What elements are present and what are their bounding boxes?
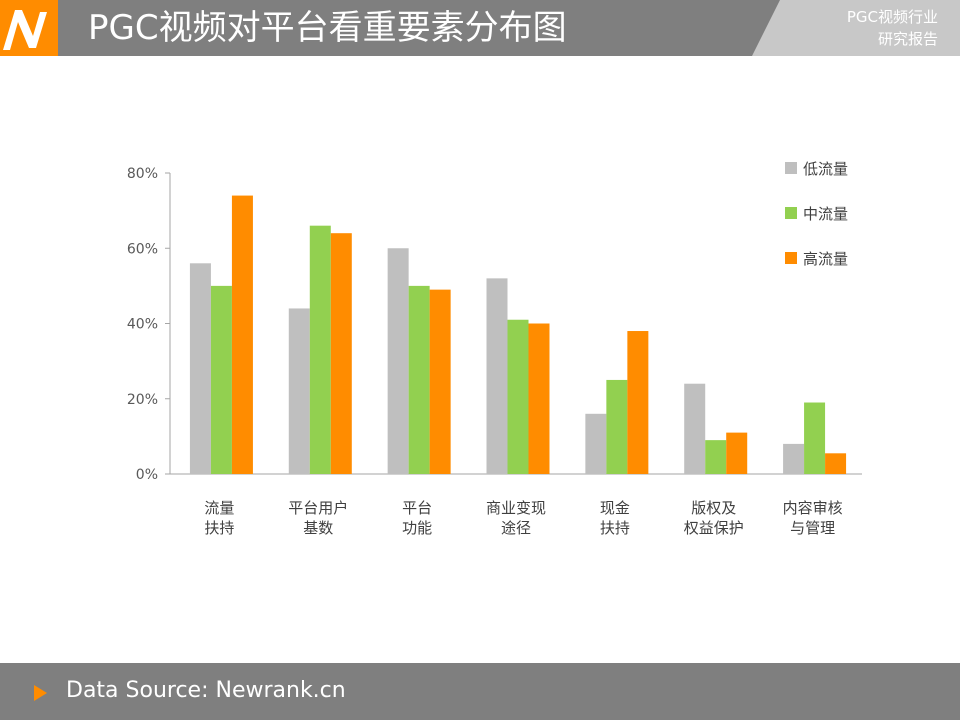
report-tag-text: PGC视频行业 研究报告 <box>847 6 938 50</box>
x-category-label: 扶持 <box>204 519 234 537</box>
bar <box>507 319 529 474</box>
report-tag-line1: PGC视频行业 <box>846 8 938 26</box>
x-category-label: 流量 <box>204 499 234 517</box>
legend-swatch <box>785 162 797 174</box>
bar <box>429 289 451 474</box>
legend-label: 中流量 <box>803 205 848 223</box>
bar <box>231 195 253 474</box>
bar <box>825 453 847 474</box>
report-tag-line2: 研究报告 <box>877 30 938 48</box>
bar <box>309 225 331 474</box>
legend-swatch <box>785 207 797 219</box>
bar <box>705 440 727 474</box>
y-tick-label: 20% <box>127 392 158 408</box>
bar <box>783 443 805 474</box>
x-category-label: 现金 <box>600 499 630 517</box>
bar <box>726 432 748 474</box>
bar <box>606 379 628 474</box>
bar <box>387 248 409 474</box>
footer-bar: Data Source: Newrank.cn <box>0 663 960 720</box>
play-triangle-icon <box>34 685 47 701</box>
y-tick-label: 60% <box>127 241 158 257</box>
bar <box>627 331 649 474</box>
legend-label: 高流量 <box>803 250 848 268</box>
legend-label: 低流量 <box>803 160 848 178</box>
report-tag: PGC视频行业 研究报告 <box>752 0 960 56</box>
bar <box>210 285 232 474</box>
x-category-label: 内容审核 <box>783 499 843 517</box>
x-category-label: 途径 <box>501 519 531 537</box>
y-tick-label: 80% <box>127 166 158 182</box>
bar <box>585 413 607 474</box>
x-category-label: 权益保护 <box>684 519 744 537</box>
bar <box>528 323 550 474</box>
bar <box>408 285 430 474</box>
bar <box>804 402 826 474</box>
page-title: PGC视频对平台看重要素分布图 <box>88 8 567 48</box>
x-category-label: 扶持 <box>600 519 630 537</box>
x-category-label: 与管理 <box>790 519 835 537</box>
header-bar: PGC视频对平台看重要素分布图 PGC视频行业 研究报告 <box>0 0 960 56</box>
x-category-label: 版权及 <box>691 499 736 517</box>
legend-swatch <box>785 252 797 264</box>
x-category-label: 基数 <box>303 519 333 537</box>
x-category-label: 平台 <box>402 499 432 517</box>
bar <box>330 233 352 474</box>
y-tick-label: 0% <box>136 467 158 483</box>
x-category-label: 商业变现 <box>486 499 546 517</box>
bar <box>486 278 508 474</box>
newrank-n-logo-icon <box>0 0 58 56</box>
bar <box>189 263 211 474</box>
x-category-label: 平台用户 <box>288 499 348 517</box>
bar <box>288 308 310 474</box>
bar <box>684 383 706 474</box>
y-tick-label: 40% <box>127 317 158 333</box>
x-category-label: 功能 <box>402 519 432 537</box>
data-source: Data Source: Newrank.cn <box>66 678 346 703</box>
